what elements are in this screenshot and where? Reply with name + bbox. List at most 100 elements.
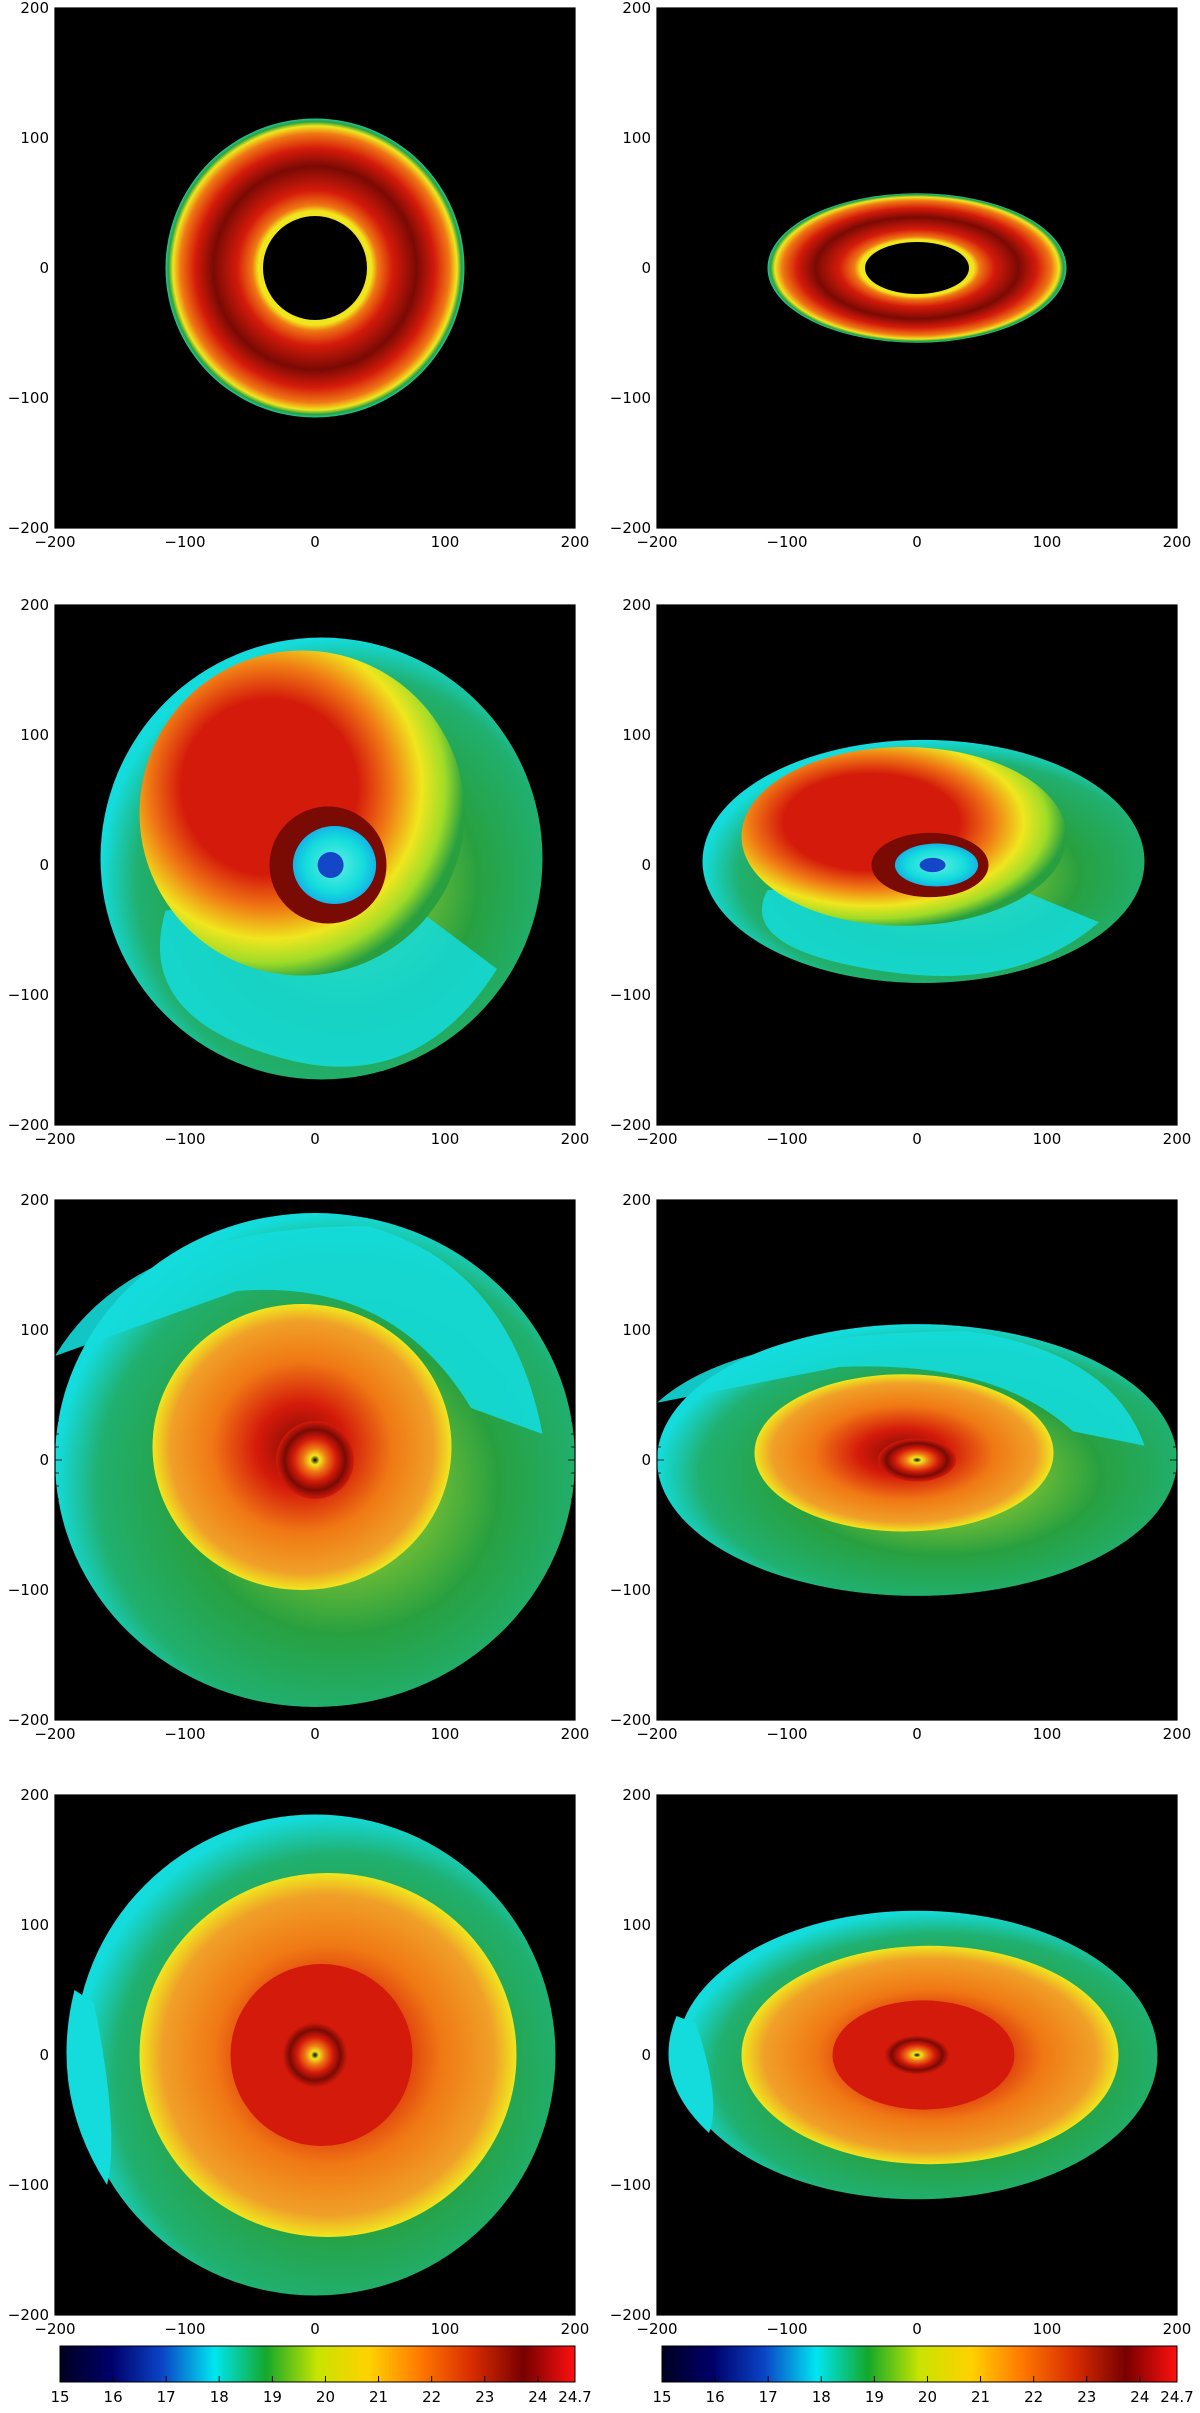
colorbar-label: 15 xyxy=(50,2388,69,2406)
x-tick-label: −200 xyxy=(636,1130,677,1148)
y-tick-label: 0 xyxy=(641,2046,651,2064)
x-tick-label: 0 xyxy=(310,1725,320,1743)
x-tick-label: 100 xyxy=(431,1130,460,1148)
x-tick-label: −100 xyxy=(766,1130,807,1148)
y-tick-label: 100 xyxy=(20,1916,49,1934)
panel-r4-c2: −200−200 −100 −100 0 0 100 100 200 200 xyxy=(610,1786,1192,2338)
core-spiral-shape xyxy=(282,2022,348,2088)
colorbar-label: 20 xyxy=(918,2388,937,2406)
colorbar-label: 21 xyxy=(971,2388,990,2406)
x-tick-label: 100 xyxy=(1033,1725,1062,1743)
colorbar-group: 15 16 17 18 19 20 21 22 23 24 24.7 15 16 17 18 19 20 21 22… xyxy=(50,2345,1194,2406)
core-spiral-shape xyxy=(878,1438,956,1482)
core-spiral-shape xyxy=(884,2035,950,2075)
colorbar-label: 18 xyxy=(812,2388,831,2406)
density-map xyxy=(657,1324,1177,1596)
x-tick-label: 100 xyxy=(431,533,460,551)
density-map xyxy=(100,637,543,1080)
y-tick-label: 200 xyxy=(622,596,651,614)
colorbar-label: 21 xyxy=(369,2388,388,2406)
colorbar-label: 17 xyxy=(759,2388,778,2406)
colorbar-label: 15 xyxy=(652,2388,671,2406)
y-tick-label: −100 xyxy=(610,986,651,1004)
y-tick-label: −200 xyxy=(610,2306,651,2324)
colorbar-label: 22 xyxy=(422,2388,441,2406)
x-tick-label: 200 xyxy=(561,1725,590,1743)
y-tick-label: −100 xyxy=(8,1581,49,1599)
colorbar-label: 18 xyxy=(210,2388,229,2406)
y-tick-label: 200 xyxy=(20,1786,49,1804)
core-spiral-shape xyxy=(276,1421,354,1499)
x-tick-label: 0 xyxy=(912,1725,922,1743)
colorbar-label: 17 xyxy=(157,2388,176,2406)
colorbar-label: 23 xyxy=(1077,2388,1096,2406)
y-tick-label: 100 xyxy=(622,1321,651,1339)
colorbar-label: 16 xyxy=(104,2388,123,2406)
colorbar-label: 23 xyxy=(475,2388,494,2406)
y-tick-label: −200 xyxy=(610,1711,651,1729)
y-tick-label: −100 xyxy=(610,1581,651,1599)
x-tick-label: −100 xyxy=(164,1130,205,1148)
y-tick-label: 0 xyxy=(39,2046,49,2064)
y-tick-label: −200 xyxy=(610,1116,651,1134)
x-tick-label: 100 xyxy=(1033,533,1062,551)
x-tick-label: −200 xyxy=(636,1725,677,1743)
x-tick-label: 0 xyxy=(912,533,922,551)
y-tick-label: 100 xyxy=(622,1916,651,1934)
y-tick-label: 200 xyxy=(622,1786,651,1804)
y-tick-label: 200 xyxy=(622,1191,651,1209)
x-tick-label: −100 xyxy=(164,533,205,551)
y-tick-label: −100 xyxy=(610,389,651,407)
colorbar-label: 22 xyxy=(1024,2388,1043,2406)
colorbar-gradient xyxy=(661,2345,1178,2383)
x-tick-label: −100 xyxy=(164,2320,205,2338)
colorbar-gradient xyxy=(59,2345,576,2383)
colorbar-label: 19 xyxy=(865,2388,884,2406)
y-tick-label: 0 xyxy=(39,856,49,874)
x-tick-label: 100 xyxy=(1033,2320,1062,2338)
panel-r2-c1: −200−200 −100 −100 0 0 100 100 200 200 xyxy=(8,596,590,1148)
y-tick-label: 0 xyxy=(641,259,651,277)
x-tick-label: −200 xyxy=(34,1725,75,1743)
cyan-edge-shape xyxy=(66,1990,112,2185)
y-tick-label: −100 xyxy=(8,389,49,407)
x-tick-label: −100 xyxy=(766,533,807,551)
panel-grid: −200−200−100−10000100100200200−200−200−1… xyxy=(8,0,1192,2338)
panel-r3-c1: −200−200 −100 −100 0 0 100 100 200 200 xyxy=(8,1191,590,1743)
x-tick-label: 0 xyxy=(310,2320,320,2338)
colorbar-2: 15 16 17 18 19 20 21 22 23 24 24.7 xyxy=(652,2345,1194,2406)
x-tick-label: −100 xyxy=(766,1725,807,1743)
blue-center-shape xyxy=(317,852,344,878)
y-tick-label: −200 xyxy=(8,1711,49,1729)
x-tick-label: −100 xyxy=(766,2320,807,2338)
x-tick-label: 200 xyxy=(1163,2320,1192,2338)
y-tick-label: −200 xyxy=(8,1116,49,1134)
y-tick-label: 100 xyxy=(622,129,651,147)
y-tick-label: 0 xyxy=(39,1451,49,1469)
y-tick-label: 200 xyxy=(20,0,49,17)
central-hole-shape xyxy=(263,216,367,320)
blue-center-shape xyxy=(919,857,946,873)
y-tick-label: 200 xyxy=(20,1191,49,1209)
colorbar-label: 24 xyxy=(528,2388,547,2406)
panel-r4-c1: −200−200 −100 −100 0 0 100 100 200 200 xyxy=(8,1786,590,2338)
y-tick-label: 100 xyxy=(622,726,651,744)
density-map xyxy=(767,193,1067,343)
y-tick-label: 0 xyxy=(39,259,49,277)
colorbar-label: 16 xyxy=(706,2388,725,2406)
x-tick-label: −200 xyxy=(34,2320,75,2338)
x-tick-label: 200 xyxy=(1163,1725,1192,1743)
density-map xyxy=(66,1814,556,2296)
central-hole-shape xyxy=(865,242,969,294)
y-tick-label: 200 xyxy=(622,0,651,17)
x-tick-label: −200 xyxy=(636,2320,677,2338)
x-tick-label: 0 xyxy=(310,533,320,551)
density-map xyxy=(702,739,1145,983)
x-tick-label: 0 xyxy=(912,2320,922,2338)
x-tick-label: −200 xyxy=(636,533,677,551)
x-tick-label: 100 xyxy=(431,2320,460,2338)
panel-r1-c1: −200−200 −100 −100 0 0 100 100 200 200 xyxy=(8,0,590,551)
y-tick-label: 0 xyxy=(641,1451,651,1469)
cyan-arc-shape xyxy=(55,1226,543,1434)
